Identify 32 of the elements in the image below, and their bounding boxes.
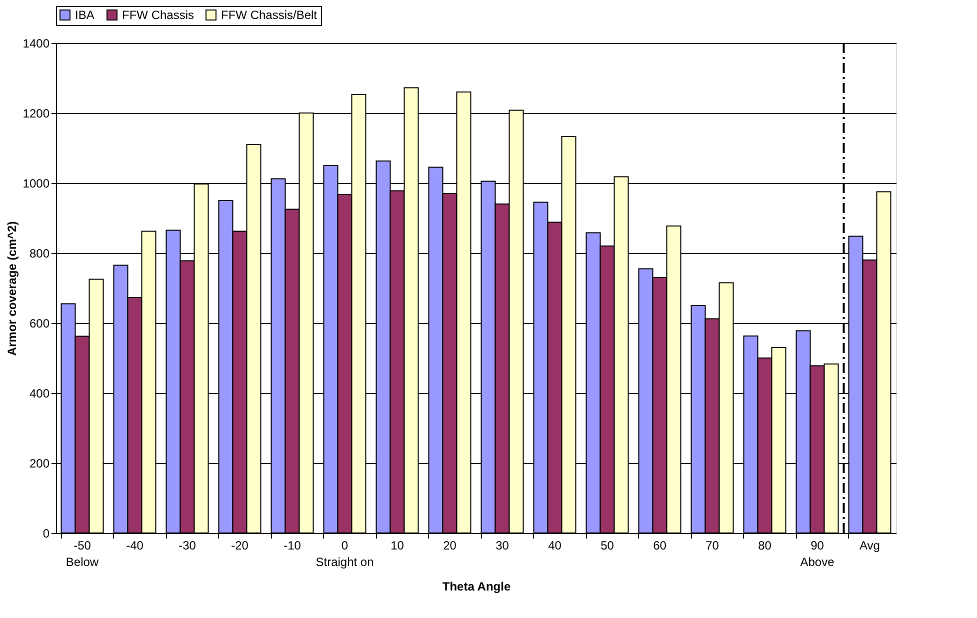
y-tick-label: 1400: [22, 36, 50, 50]
y-tick-label: 1200: [22, 106, 50, 120]
legend-label: FFW Chassis/Belt: [221, 8, 318, 22]
x-tick-label: 80: [758, 538, 772, 552]
x-tick-label: 30: [496, 538, 510, 552]
x-tick-label: 20: [443, 538, 457, 552]
x-tick-label: 40: [548, 538, 562, 552]
y-tick-label: 800: [29, 246, 50, 260]
y-tick-label: 1000: [22, 176, 50, 190]
x-axis-title: Theta Angle: [442, 580, 511, 594]
text: Above: [800, 555, 835, 569]
text: Straight on: [316, 555, 374, 569]
x-tick-label: 50: [600, 538, 614, 552]
y-tick-label: 200: [29, 456, 50, 470]
x-tick-label: 60: [653, 538, 667, 552]
x-tick-label: -40: [126, 538, 144, 552]
legend-label: IBA: [75, 8, 94, 22]
y-tick-label: 0: [42, 526, 50, 540]
x-tick-label: 0: [341, 538, 348, 552]
x-tick-label: -30: [178, 538, 196, 552]
x-tick-label: 90: [810, 538, 824, 552]
y-tick-label: 600: [29, 316, 50, 330]
y-tick-label: 400: [29, 386, 50, 400]
x-tick-label: 70: [706, 538, 720, 552]
text: Below: [66, 555, 99, 569]
x-tick-label: -50: [74, 538, 92, 552]
x-tick-label: Avg: [860, 538, 880, 552]
x-tick-label: -10: [284, 538, 302, 552]
y-axis-title: Armor coverage (cm^2): [4, 221, 19, 356]
legend-label: FFW Chassis: [122, 8, 194, 22]
x-tick-label: 10: [390, 538, 404, 552]
x-tick-label: -20: [231, 538, 249, 552]
